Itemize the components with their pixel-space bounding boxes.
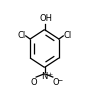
- Text: +: +: [47, 72, 53, 77]
- Text: Cl: Cl: [63, 31, 72, 40]
- Text: Cl: Cl: [17, 31, 26, 40]
- Text: −: −: [58, 77, 63, 82]
- Text: OH: OH: [39, 14, 52, 23]
- Text: O: O: [30, 78, 37, 87]
- Text: O: O: [52, 78, 59, 87]
- Text: N: N: [41, 72, 48, 81]
